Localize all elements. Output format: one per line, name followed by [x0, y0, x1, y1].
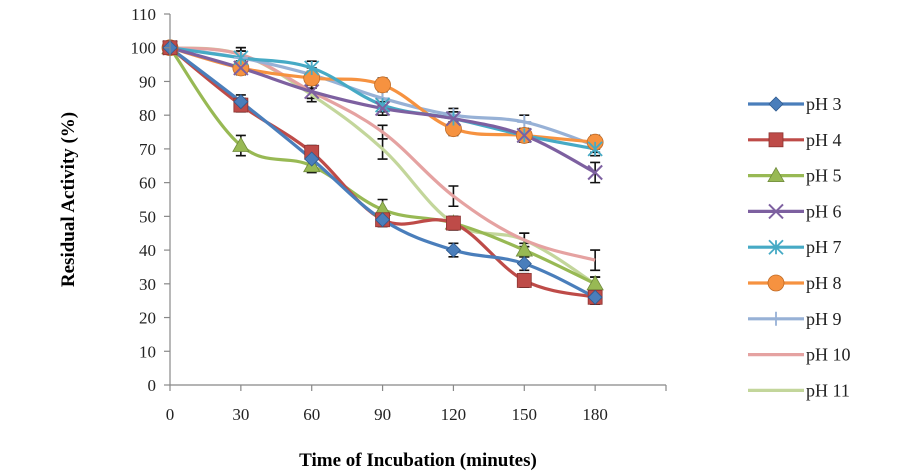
legend-marker — [767, 166, 785, 183]
legend-item: pH 11 — [748, 380, 850, 400]
legend-marker — [767, 274, 785, 292]
plot-area — [161, 38, 604, 305]
x-tick-label: 60 — [303, 405, 320, 424]
data-point — [516, 273, 532, 288]
x-tick-label: 180 — [582, 405, 608, 424]
data-point — [516, 127, 532, 144]
legend-marker — [768, 96, 784, 112]
legend-item: pH 5 — [748, 166, 842, 186]
data-point — [304, 83, 320, 100]
x-tick-label: 90 — [374, 405, 391, 424]
data-point — [587, 289, 603, 305]
y-axis-title: Residual Activity (%) — [58, 112, 79, 287]
data-point — [587, 164, 603, 181]
y-tick-label: 70 — [139, 140, 156, 159]
legend-label: pH 4 — [806, 130, 842, 150]
legend-label: pH 8 — [806, 273, 842, 293]
data-point — [374, 100, 391, 117]
legend-marker — [768, 132, 784, 148]
legend-item: pH 9 — [748, 309, 842, 329]
data-point — [517, 114, 532, 129]
legend-label: pH 6 — [806, 201, 842, 221]
data-point — [587, 141, 603, 157]
legend-item: pH 6 — [748, 201, 842, 221]
y-tick-label: 60 — [139, 174, 156, 193]
legend-marker — [768, 239, 784, 255]
error-bar — [590, 249, 601, 272]
y-tick-label: 30 — [139, 275, 156, 294]
legend-item: pH 3 — [748, 94, 842, 114]
legend-label: pH 10 — [806, 345, 851, 365]
data-point — [233, 60, 249, 76]
legend-label: pH 5 — [806, 166, 842, 186]
legend-item: pH 10 — [748, 345, 851, 365]
legend-label: pH 11 — [806, 380, 850, 400]
legend-label: pH 7 — [806, 237, 842, 257]
legend-label: pH 9 — [806, 309, 842, 329]
data-point — [445, 242, 461, 258]
x-tick-label: 120 — [441, 405, 467, 424]
y-tick-label: 90 — [139, 72, 156, 91]
series-markers — [161, 38, 604, 305]
y-tick-label: 100 — [131, 39, 157, 58]
legend: pH 3 pH 4 pH 5 pH 6 pH 7 pH 8 pH 9 pH 10 pH 11 — [748, 94, 851, 400]
y-tick-label: 80 — [139, 106, 156, 125]
y-tick-label: 20 — [139, 309, 156, 328]
data-point — [304, 151, 320, 167]
data-point — [233, 94, 249, 110]
y-tick-label: 110 — [131, 5, 156, 24]
legend-marker — [768, 203, 784, 220]
y-tick-label: 0 — [148, 376, 157, 395]
data-point — [232, 136, 250, 152]
x-tick-label: 0 — [166, 405, 175, 424]
data-point — [304, 60, 320, 76]
x-axis-title: Time of Incubation (minutes) — [299, 450, 537, 471]
legend-marker — [769, 311, 783, 326]
x-tick-label: 30 — [232, 405, 249, 424]
legend-item: pH 4 — [748, 130, 842, 150]
data-point — [446, 215, 461, 231]
legend-label: pH 3 — [806, 94, 842, 114]
x-tick-label: 150 — [512, 405, 538, 424]
y-tick-label: 50 — [139, 207, 156, 226]
axes: 0 10 20 30 40 50 60 70 80 90 100 110 0 30 60 90 120 150 18… — [131, 5, 667, 424]
data-point — [375, 212, 391, 228]
data-point — [445, 110, 462, 127]
data-point — [374, 76, 391, 94]
legend-item: pH 8 — [748, 273, 842, 293]
y-tick-label: 10 — [139, 342, 156, 361]
legend-item: pH 7 — [748, 237, 842, 257]
y-tick-label: 40 — [139, 241, 156, 260]
data-point — [516, 256, 532, 272]
